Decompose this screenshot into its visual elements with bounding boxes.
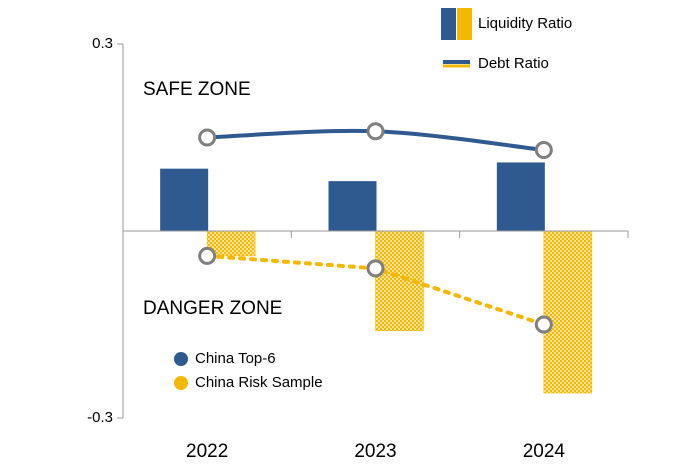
annotation: SAFE ZONE [143, 79, 251, 100]
annotation: DANGER ZONE [143, 298, 282, 319]
legend-marker [174, 352, 188, 366]
bar [160, 168, 209, 231]
bar [543, 230, 593, 394]
legend-label: China Risk Sample [195, 374, 323, 391]
legend-label: Debt Ratio [478, 55, 549, 72]
bar [328, 181, 377, 231]
debt-point [198, 246, 217, 265]
debt-point [198, 128, 217, 147]
legend-label: Liquidity Ratio [478, 15, 572, 32]
y-tick-label: 0.3 [92, 35, 113, 52]
legend-swatch [457, 8, 472, 40]
bar [206, 230, 256, 257]
debt-point [534, 315, 553, 334]
legend-swatch [441, 8, 456, 40]
x-tick-label: 2022 [186, 441, 228, 462]
debt-point [534, 140, 553, 159]
legend-marker [174, 376, 188, 390]
x-tick-label: 2023 [354, 441, 396, 462]
legend-label: China Top-6 [195, 350, 276, 367]
debt-point [366, 122, 385, 141]
y-tick-label: -0.3 [87, 409, 113, 426]
x-tick-label: 2024 [523, 441, 566, 462]
bar [496, 162, 545, 231]
debt-point [366, 259, 385, 278]
